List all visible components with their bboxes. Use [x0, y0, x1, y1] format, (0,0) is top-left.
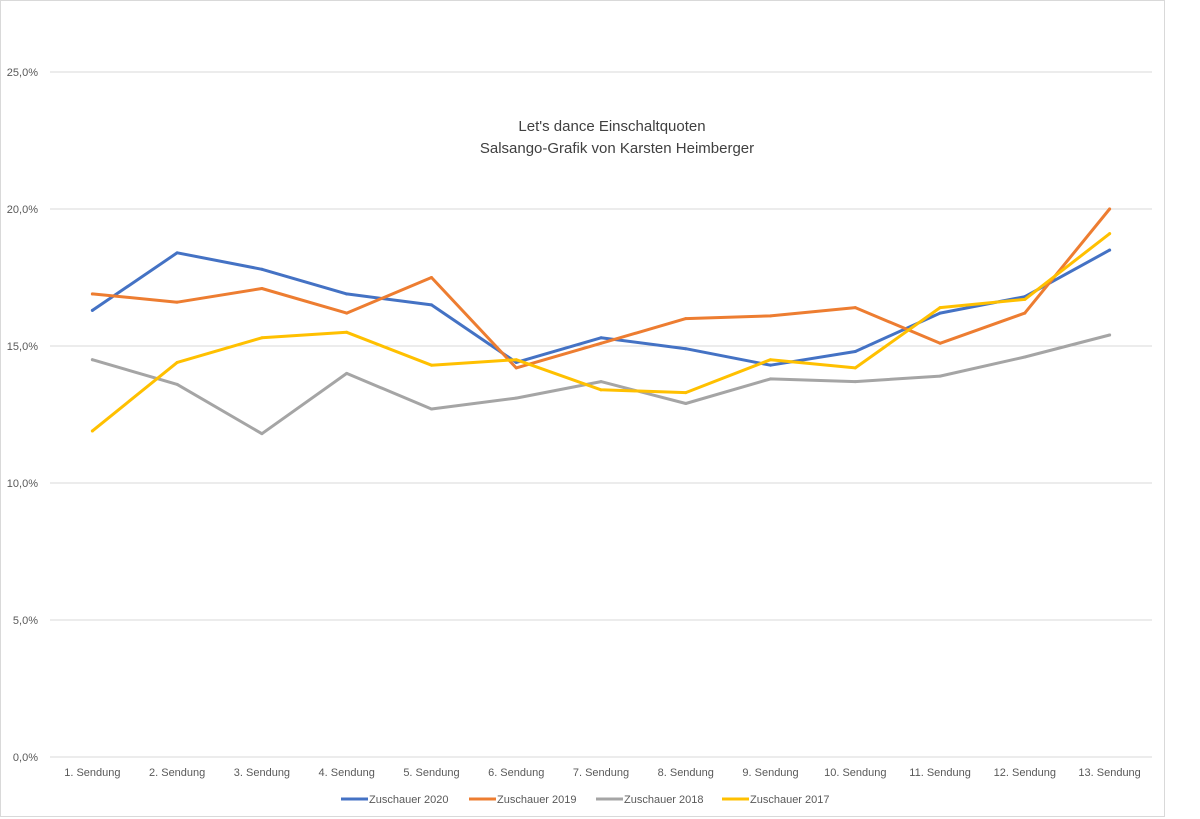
- data-point: [345, 311, 349, 315]
- data-point: [1023, 355, 1027, 359]
- x-axis-ticks: 1. Sendung 2. Sendung 3. Sendung 4. Sendung…: [64, 767, 1141, 779]
- data-point: [599, 380, 603, 384]
- data-point: [599, 388, 603, 392]
- x-tick-label: 13. Sendung: [1078, 767, 1140, 779]
- data-point: [175, 251, 179, 255]
- data-point: [853, 380, 857, 384]
- data-point: [175, 300, 179, 304]
- data-point: [175, 360, 179, 364]
- data-point: [1108, 248, 1112, 252]
- legend-label: Zuschauer 2020: [369, 794, 449, 806]
- data-point: [938, 311, 942, 315]
- x-tick-label: 10. Sendung: [824, 767, 886, 779]
- data-point: [514, 358, 518, 362]
- y-tick-label: 15,0%: [7, 341, 38, 353]
- series-line-3: [90, 333, 1112, 436]
- x-tick-label: 6. Sendung: [488, 767, 544, 779]
- data-point: [853, 349, 857, 353]
- series-line-4: [90, 232, 1112, 433]
- data-point: [175, 382, 179, 386]
- x-tick-label: 5. Sendung: [403, 767, 459, 779]
- y-axis-ticks: 0,0% 5,0% 10,0% 15,0% 20,0% 25,0%: [7, 67, 38, 764]
- x-tick-label: 1. Sendung: [64, 767, 120, 779]
- data-point: [938, 341, 942, 345]
- data-point: [345, 330, 349, 334]
- data-point: [769, 377, 773, 381]
- data-point: [429, 303, 433, 307]
- chart-title: Let's dance Einschaltquoten: [518, 118, 705, 135]
- data-point: [1108, 333, 1112, 337]
- chart-area: [0, 0, 1165, 817]
- data-point: [684, 402, 688, 406]
- x-tick-label: 11. Sendung: [909, 767, 971, 779]
- data-point: [853, 306, 857, 310]
- x-tick-label: 3. Sendung: [234, 767, 290, 779]
- y-tick-label: 10,0%: [7, 478, 38, 490]
- gridlines: [50, 71, 1152, 758]
- y-tick-label: 20,0%: [7, 204, 38, 216]
- x-tick-label: 8. Sendung: [658, 767, 714, 779]
- data-point: [684, 391, 688, 395]
- x-tick-label: 9. Sendung: [742, 767, 798, 779]
- y-tick-label: 5,0%: [13, 615, 38, 627]
- data-point: [90, 358, 94, 362]
- data-point: [1108, 232, 1112, 236]
- data-point: [684, 347, 688, 351]
- series-lines: [90, 207, 1112, 436]
- data-point: [260, 267, 264, 271]
- data-point: [90, 429, 94, 433]
- x-tick-label: 12. Sendung: [994, 767, 1056, 779]
- data-point: [429, 363, 433, 367]
- data-point: [599, 336, 603, 340]
- data-point: [260, 432, 264, 436]
- y-tick-label: 0,0%: [13, 752, 38, 764]
- data-point: [938, 374, 942, 378]
- data-point: [853, 366, 857, 370]
- chart-subtitle: Salsango-Grafik von Karsten Heimberger: [480, 140, 754, 157]
- data-point: [260, 336, 264, 340]
- legend-label: Zuschauer 2019: [497, 794, 577, 806]
- legend-label: Zuschauer 2017: [750, 794, 830, 806]
- data-point: [90, 308, 94, 312]
- x-tick-label: 2. Sendung: [149, 767, 205, 779]
- data-point: [260, 286, 264, 290]
- data-point: [1023, 311, 1027, 315]
- data-point: [599, 341, 603, 345]
- data-point: [769, 363, 773, 367]
- legend-label: Zuschauer 2018: [624, 794, 704, 806]
- data-point: [514, 396, 518, 400]
- data-point: [90, 292, 94, 296]
- data-point: [514, 360, 518, 364]
- data-point: [429, 276, 433, 279]
- data-point: [769, 358, 773, 362]
- series-line-1: [90, 248, 1112, 367]
- data-point: [345, 371, 349, 375]
- data-point: [769, 314, 773, 318]
- data-point: [938, 306, 942, 310]
- x-tick-label: 4. Sendung: [319, 767, 375, 779]
- data-point: [684, 317, 688, 321]
- data-point: [429, 407, 433, 411]
- data-point: [345, 292, 349, 296]
- y-tick-label: 25,0%: [7, 67, 38, 79]
- data-point: [514, 366, 518, 370]
- x-tick-label: 7. Sendung: [573, 767, 629, 779]
- data-point: [1108, 207, 1112, 211]
- data-point: [1023, 297, 1027, 301]
- legend: Zuschauer 2020 Zuschauer 2019 Zuschauer 20…: [341, 794, 830, 806]
